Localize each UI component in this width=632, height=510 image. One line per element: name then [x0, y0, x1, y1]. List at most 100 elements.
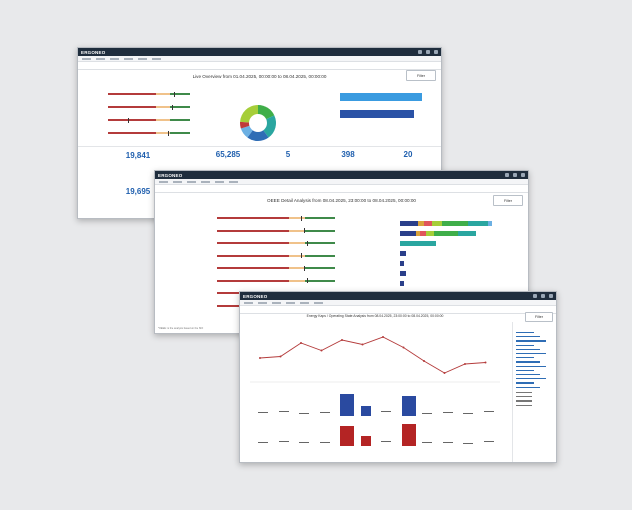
bar — [319, 442, 330, 443]
side-link[interactable] — [516, 357, 534, 359]
side-option[interactable] — [516, 400, 532, 402]
gear-icon[interactable] — [426, 50, 430, 54]
window-titlebar: ERGONEO — [78, 48, 441, 56]
bar — [422, 413, 432, 414]
close-icon[interactable] — [549, 294, 553, 298]
kpi-3: 5 — [285, 150, 291, 159]
side-link[interactable] — [516, 344, 534, 346]
bullet-row — [217, 278, 335, 283]
side-link[interactable] — [516, 348, 540, 350]
line-point — [443, 372, 446, 374]
side-link[interactable] — [516, 386, 540, 388]
stack-segment — [400, 221, 418, 226]
toolbar — [155, 179, 528, 185]
bar-1 — [340, 93, 422, 101]
toolbar — [240, 300, 556, 306]
stack-segment — [400, 241, 436, 246]
line-point — [300, 342, 302, 344]
bar — [258, 442, 268, 443]
kpi-1: 19,841 — [125, 151, 151, 160]
kpi-4: 398 — [341, 150, 355, 159]
filter-button-label: Filter — [417, 73, 425, 78]
page-title: OEEE Detail Analysis from 08.04.2025, 23… — [267, 198, 416, 203]
brand-logo: ERGONEO — [243, 293, 268, 299]
gear-icon[interactable] — [541, 294, 545, 298]
bar — [401, 395, 416, 416]
side-option[interactable] — [516, 404, 532, 406]
stack-segment — [400, 251, 406, 256]
bar — [422, 442, 432, 443]
tab-bar — [240, 306, 556, 314]
side-link[interactable] — [516, 340, 546, 342]
side-link[interactable] — [516, 361, 540, 363]
kpi-2: 65,285 — [215, 150, 241, 159]
window-energy-kaps: ERGONEO Energy Kaps / Operating State An… — [239, 291, 557, 463]
bar — [463, 443, 473, 444]
stack-segment — [416, 231, 420, 236]
filter-button[interactable]: Filter — [493, 195, 523, 206]
filter-button-label: Filter — [504, 198, 512, 203]
stack-segment — [400, 271, 406, 276]
bar — [340, 425, 354, 446]
line-point — [259, 357, 261, 359]
red-bar-chart — [252, 420, 502, 446]
page-title: Live Overview from 01.04.2025, 00:00:00 … — [192, 74, 327, 79]
tab-bar — [155, 185, 528, 193]
bar — [258, 412, 268, 413]
stack-segment — [400, 281, 404, 286]
blue-bar-chart — [252, 390, 502, 416]
line-point — [341, 339, 343, 341]
filter-button[interactable]: Filter — [525, 312, 553, 322]
side-option[interactable] — [516, 392, 532, 394]
bar — [299, 413, 309, 414]
stack-segment — [432, 221, 442, 226]
kpi-5: 20 — [403, 150, 413, 159]
side-link[interactable] — [516, 336, 540, 338]
side-option[interactable] — [516, 396, 532, 398]
bar — [278, 411, 289, 412]
side-link[interactable] — [516, 369, 534, 371]
stack-segment — [442, 221, 468, 226]
close-icon[interactable] — [521, 173, 525, 177]
footnote: *OEEE: is the analysis based on the ISO — [158, 327, 204, 330]
stack-segment — [400, 261, 404, 266]
bar — [463, 413, 473, 414]
line-point — [279, 355, 282, 358]
bar — [442, 442, 453, 443]
bullet-row — [217, 265, 335, 271]
bar — [360, 406, 371, 416]
side-link[interactable] — [516, 332, 534, 334]
side-link[interactable] — [516, 365, 546, 367]
side-link[interactable] — [516, 382, 534, 384]
bar — [483, 441, 494, 442]
line-point — [464, 363, 466, 365]
kpi-6: 19,695 — [125, 187, 151, 196]
user-icon[interactable] — [505, 173, 509, 177]
user-icon[interactable] — [533, 294, 537, 298]
side-link[interactable] — [516, 374, 540, 376]
bullet-row — [217, 215, 335, 221]
bar — [340, 394, 354, 416]
bullet-row — [217, 253, 335, 258]
stack-segment — [458, 231, 476, 236]
line-point — [382, 336, 384, 338]
gear-icon[interactable] — [513, 173, 517, 177]
line-point — [320, 349, 323, 352]
side-link[interactable] — [516, 378, 546, 380]
bar — [360, 436, 371, 446]
stack-segment — [418, 221, 424, 226]
line-point — [484, 361, 487, 364]
brand-logo: ERGONEO — [81, 49, 106, 55]
filter-button-label: Filter — [535, 315, 543, 319]
window-titlebar: ERGONEO — [155, 171, 528, 179]
bullet-row — [217, 240, 335, 246]
line-point — [423, 360, 425, 362]
bullet-row — [217, 228, 335, 233]
bar — [381, 441, 391, 442]
bar — [299, 442, 309, 443]
close-icon[interactable] — [434, 50, 438, 54]
side-link[interactable] — [516, 353, 546, 355]
filter-button[interactable]: Filter — [406, 70, 436, 81]
user-icon[interactable] — [418, 50, 422, 54]
bar — [401, 424, 416, 446]
